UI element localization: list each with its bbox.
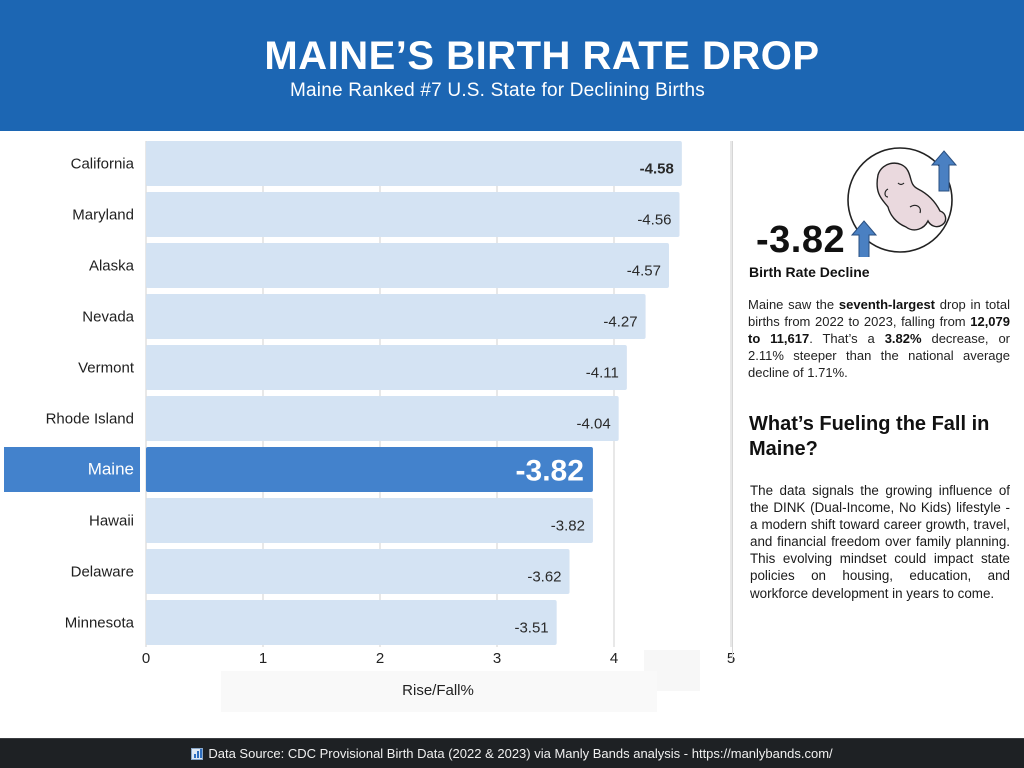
bar-hawaii [146, 498, 593, 543]
bar-rhode-island [146, 396, 619, 441]
category-label: Rhode Island [46, 411, 134, 428]
highlight-label-bg [4, 447, 140, 492]
bar-alaska [146, 243, 669, 288]
bar-maryland [146, 192, 680, 237]
baby-arm [909, 204, 921, 214]
x-tick-label: 2 [376, 650, 384, 667]
summary-text: Maine saw the [748, 297, 839, 312]
value-label: -3.51 [514, 620, 548, 637]
value-label: -4.04 [576, 416, 610, 433]
category-label: Minnesota [65, 615, 135, 632]
page-title: MAINE’S BIRTH RATE DROP [264, 34, 820, 78]
baby-ear [884, 188, 889, 198]
x-tick-label: 0 [142, 650, 150, 667]
summary-text: drop in total births from 2022 to 2023, … [748, 297, 1011, 329]
footer-source-text: Data Source: CDC Provisional Birth Data … [208, 746, 833, 761]
category-label: California [71, 156, 135, 173]
bar-nevada [146, 294, 646, 339]
value-label: -3.82 [516, 455, 584, 488]
x-tick-label: 1 [259, 650, 267, 667]
section-heading: What’s Fueling the Fall in Maine? [749, 413, 990, 460]
baby-figure [876, 162, 947, 231]
value-label: -4.27 [603, 314, 637, 331]
value-label: -4.56 [637, 212, 671, 229]
x-tick-label: 3 [493, 650, 501, 667]
summary-emphasis: 12,079 to 11,617 [748, 314, 1010, 346]
x-axis-label: Rise/Fall% [402, 682, 474, 699]
summary-text: . That’s a [809, 331, 885, 346]
value-label: -4.58 [640, 161, 674, 178]
summary-emphasis: seventh-largest [838, 297, 935, 312]
value-label: -3.62 [527, 569, 561, 586]
baby-eye [897, 182, 905, 186]
value-label: -4.57 [627, 263, 661, 280]
axis-label-backdrop [221, 671, 657, 712]
value-label: -4.11 [586, 365, 619, 382]
bar-maine [146, 447, 593, 492]
summary-text: decrease, or 2.11% steeper than the nati… [748, 331, 1011, 380]
category-label: Vermont [78, 360, 135, 377]
bar-chart-svg: California -4.58 Maryland -4.56 Alaska -4.57 N… [4, 141, 735, 712]
bar-delaware [146, 549, 570, 594]
section-body: The data signals the growing influence o… [750, 483, 1010, 601]
summary-emphasis: 3.82% [884, 331, 922, 346]
big-stat-label: Birth Rate Decline [749, 264, 870, 280]
baby-with-arrows-icon [847, 147, 958, 257]
summary-paragraph: Maine saw the seventh-largest drop in to… [748, 296, 1010, 381]
column-divider [732, 141, 733, 661]
value-label: -3.82 [551, 518, 585, 535]
bar-chart-icon [191, 747, 204, 760]
x-tick-label: 4 [610, 650, 618, 667]
category-label: Maryland [72, 207, 134, 224]
category-label: Maine [88, 460, 134, 479]
big-stat-value: -3.82 [756, 219, 846, 261]
category-label: Alaska [89, 258, 135, 275]
bar-chart: California -4.58 Maryland -4.56 Alaska -4.57 N… [0, 131, 740, 721]
category-label: Nevada [82, 309, 134, 326]
header-banner: MAINE’S BIRTH RATE DROP Maine Ranked #7 … [0, 0, 1024, 131]
x-tick-label: 5 [727, 650, 735, 667]
category-label: Delaware [71, 564, 134, 581]
bar-california [146, 141, 682, 186]
side-panel: -3.82 Birth Rate Decline Maine saw the s… [748, 131, 1010, 731]
footer-bar: Data Source: CDC Provisional Birth Data … [0, 738, 1024, 768]
arrow-up-icon [850, 220, 878, 257]
page-subtitle: Maine Ranked #7 U.S. State for Declining… [290, 80, 705, 101]
bar-minnesota [146, 600, 557, 645]
bar-vermont [146, 345, 627, 390]
category-label: Hawaii [89, 513, 134, 530]
arrow-up-icon [930, 150, 958, 192]
